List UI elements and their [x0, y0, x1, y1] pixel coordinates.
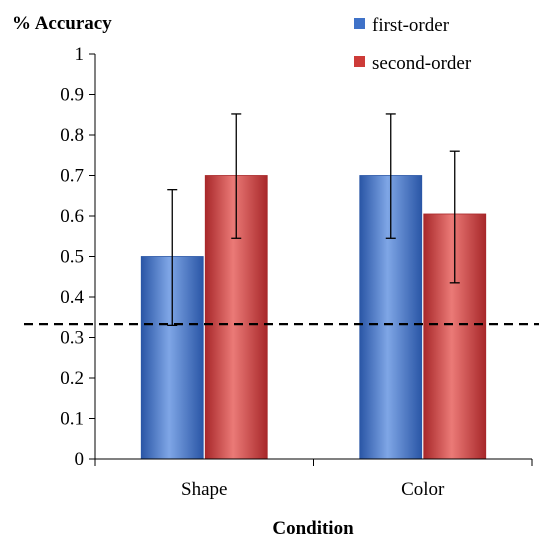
x-tick-label: Color	[401, 479, 445, 500]
y-tick-label: 0.8	[60, 125, 84, 146]
error-bar-second-order-color	[449, 150, 460, 284]
error-bar-second-order-shape	[231, 113, 242, 239]
y-tick-label: 0.3	[60, 328, 84, 349]
legend-label-first-order: first-order	[372, 15, 450, 36]
y-tick-label: 0.9	[60, 85, 84, 106]
legend-label-second-order: second-order	[372, 53, 472, 74]
y-axis-ticks: 0 0.1 0.2 0.3 0.4 0.5 0.6 0.7 0.8 0.9 1	[60, 44, 95, 470]
y-tick-label: 0.2	[60, 368, 84, 389]
error-bars	[167, 113, 460, 327]
y-tick-label: 1	[75, 44, 85, 65]
x-tick-label: Shape	[181, 479, 227, 500]
y-tick-label: 0	[75, 449, 85, 470]
legend: first-order second-order	[354, 15, 472, 74]
legend-swatch-second-order	[354, 56, 365, 67]
error-bar-first-order-color	[385, 113, 396, 239]
x-axis-title: Condition	[272, 518, 354, 539]
y-tick-label: 0.7	[60, 166, 84, 187]
error-bar-first-order-shape	[167, 189, 178, 327]
y-tick-label: 0.1	[60, 409, 84, 430]
legend-swatch-first-order	[354, 18, 365, 29]
bar-series	[140, 175, 487, 460]
y-axis-title: % Accuracy	[12, 13, 112, 34]
x-axis-ticks: Shape Color	[94, 459, 533, 500]
y-tick-label: 0.5	[60, 247, 84, 268]
y-tick-label: 0.6	[60, 206, 84, 227]
y-tick-label: 0.4	[60, 287, 84, 308]
